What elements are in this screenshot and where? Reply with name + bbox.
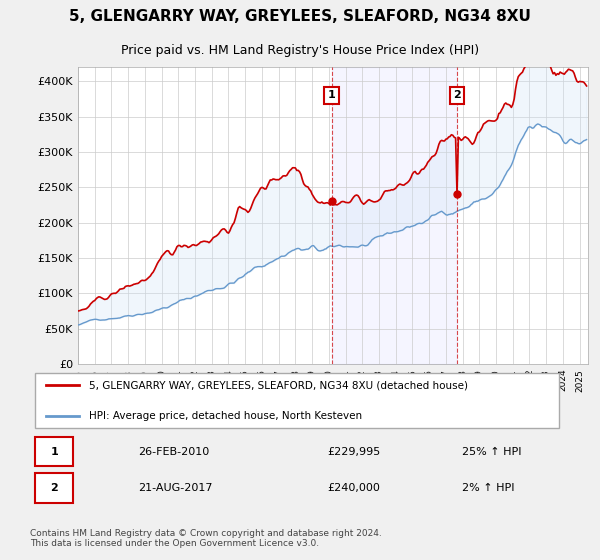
Text: 5, GLENGARRY WAY, GREYLEES, SLEAFORD, NG34 8XU (detached house): 5, GLENGARRY WAY, GREYLEES, SLEAFORD, NG… — [89, 380, 469, 390]
FancyBboxPatch shape — [35, 437, 73, 466]
Text: Price paid vs. HM Land Registry's House Price Index (HPI): Price paid vs. HM Land Registry's House … — [121, 44, 479, 57]
Text: 2% ↑ HPI: 2% ↑ HPI — [462, 483, 515, 493]
Text: £229,995: £229,995 — [327, 447, 380, 457]
Text: 25% ↑ HPI: 25% ↑ HPI — [462, 447, 521, 457]
Text: 5, GLENGARRY WAY, GREYLEES, SLEAFORD, NG34 8XU: 5, GLENGARRY WAY, GREYLEES, SLEAFORD, NG… — [69, 10, 531, 24]
Text: £240,000: £240,000 — [327, 483, 380, 493]
Text: 1: 1 — [328, 91, 335, 100]
Text: Contains HM Land Registry data © Crown copyright and database right 2024.
This d: Contains HM Land Registry data © Crown c… — [30, 529, 382, 548]
Text: 21-AUG-2017: 21-AUG-2017 — [138, 483, 212, 493]
Text: HPI: Average price, detached house, North Kesteven: HPI: Average price, detached house, Nort… — [89, 411, 362, 421]
Text: 2: 2 — [50, 483, 58, 493]
Text: 26-FEB-2010: 26-FEB-2010 — [138, 447, 209, 457]
FancyBboxPatch shape — [35, 373, 559, 428]
Text: 1: 1 — [50, 447, 58, 457]
Text: 2: 2 — [453, 91, 461, 100]
FancyBboxPatch shape — [35, 473, 73, 503]
